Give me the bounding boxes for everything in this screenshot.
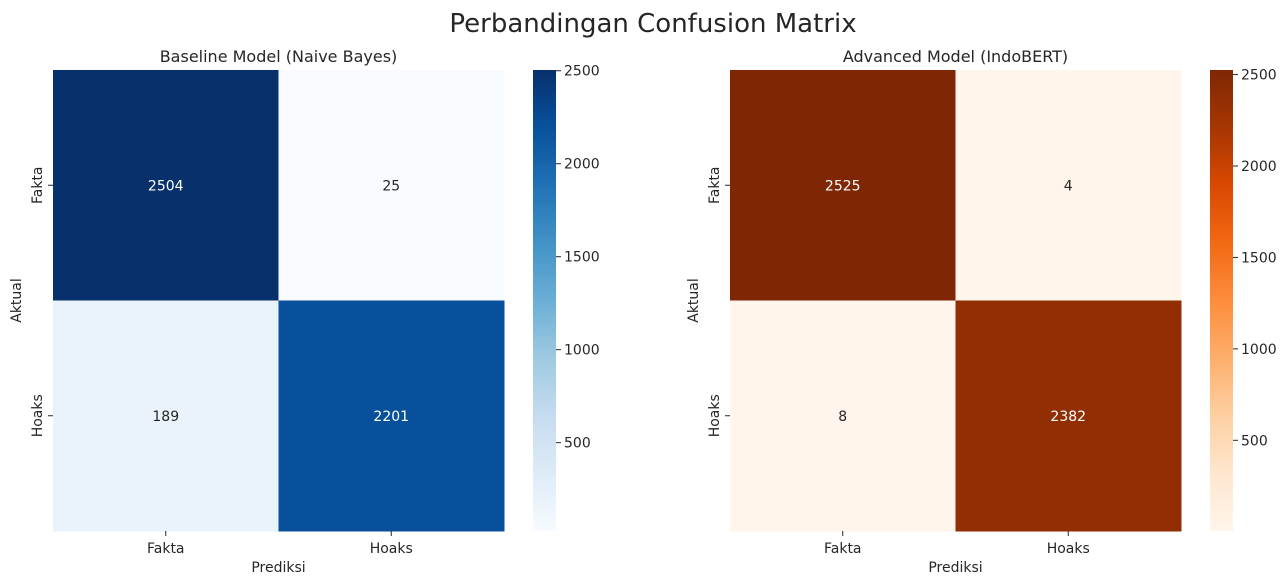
cell-value-label: 25 — [382, 178, 400, 194]
heatmap-cell — [955, 300, 1182, 532]
colorbar-tick-label: 2000 — [1241, 159, 1277, 175]
heatmap-cell — [955, 70, 1182, 301]
x-tick-label: Fakta — [824, 541, 862, 557]
cell-value-label: 2525 — [825, 178, 861, 194]
x-axis-label: Prediksi — [928, 560, 982, 576]
cell-value-label: 2201 — [373, 409, 409, 425]
x-tick-label: Hoaks — [370, 541, 413, 557]
heatmap-cell — [730, 70, 956, 301]
y-tick-label: Hoaks — [707, 394, 723, 437]
colorbar-tick-label: 2500 — [564, 64, 600, 80]
panel-title: Advanced Model (IndoBERT) — [843, 47, 1068, 66]
colorbar-tick-label: 1000 — [564, 343, 600, 359]
y-axis-label: Aktual — [9, 278, 25, 323]
colorbar-tick-label: 500 — [1241, 433, 1268, 449]
colorbar-tick-label: 2000 — [564, 157, 600, 173]
cell-value-label: 189 — [152, 409, 179, 425]
heatmap-cell — [278, 300, 505, 532]
cell-value-label: 8 — [838, 409, 847, 425]
y-axis-label: Aktual — [686, 278, 702, 323]
panel-advanced: Advanced Model (IndoBERT) 2525 4 8 2382 Fakta… — [686, 47, 1277, 576]
heatmap-cell — [53, 300, 279, 532]
cell-value-label: 2382 — [1050, 409, 1086, 425]
colorbar-tick-label: 1500 — [564, 250, 600, 266]
colorbar-tick-label: 1000 — [1241, 342, 1277, 358]
x-tick-label: Fakta — [147, 541, 185, 557]
heatmap-cell — [278, 70, 505, 301]
cell-value-label: 4 — [1064, 178, 1073, 194]
colorbar-tick-label: 500 — [564, 436, 591, 452]
colorbar — [1210, 70, 1233, 531]
cell-value-label: 2504 — [148, 178, 184, 194]
x-tick-label: Hoaks — [1047, 541, 1090, 557]
y-tick-label: Fakta — [707, 166, 723, 204]
panel-title: Baseline Model (Naive Bayes) — [160, 47, 398, 66]
y-tick-label: Hoaks — [30, 394, 46, 437]
heatmap-cell — [53, 70, 279, 301]
panel-baseline: Baseline Model (Naive Bayes) 2504 25 189 220… — [9, 47, 600, 576]
figure-title: Perbandingan Confusion Matrix — [449, 9, 856, 39]
x-axis-label: Prediksi — [251, 560, 305, 576]
colorbar — [533, 70, 556, 531]
heatmap-cell — [730, 300, 956, 532]
colorbar-tick-label: 1500 — [1241, 250, 1277, 266]
y-tick-label: Fakta — [30, 166, 46, 204]
colorbar-tick-label: 2500 — [1241, 68, 1277, 84]
